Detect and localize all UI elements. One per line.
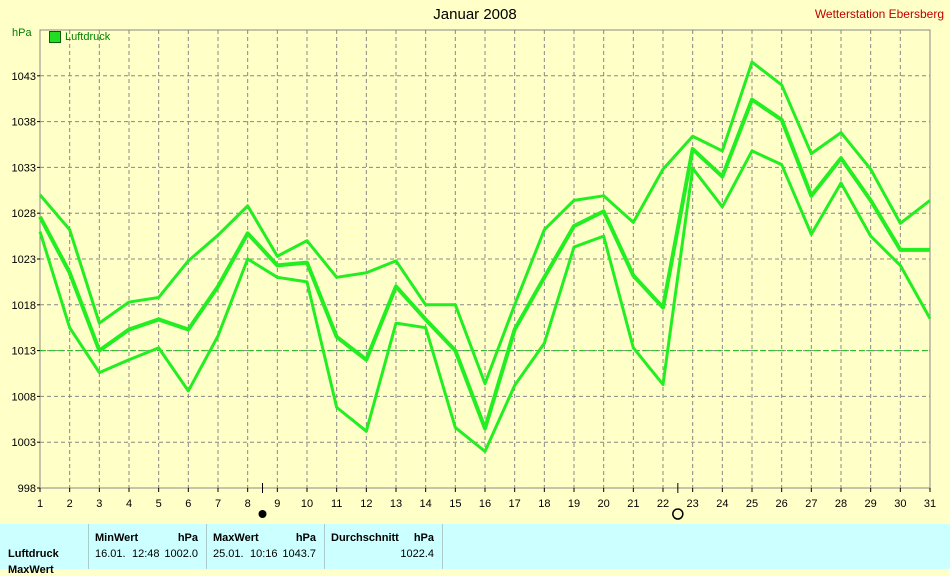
y-tick-label: 1038	[12, 117, 36, 129]
x-tick-label: 12	[360, 498, 372, 510]
x-tick-label: 9	[274, 498, 280, 510]
x-tick-label: 13	[390, 498, 402, 510]
y-tick-label: 1003	[12, 437, 36, 449]
x-tick-label: 5	[156, 498, 162, 510]
stats-col-name: Durchschnitt	[331, 532, 399, 544]
series-line-min	[38, 149, 932, 453]
station-name: Wetterstation Ebersberg	[814, 7, 944, 21]
y-tick-label: 1043	[12, 71, 36, 83]
pressure-chart: 998100310081013101810231028103310381043 …	[12, 29, 936, 520]
x-tick-label: 10	[301, 498, 313, 510]
series-line-mean	[38, 97, 930, 431]
series-lines	[38, 60, 932, 453]
x-tick-label: 14	[420, 498, 432, 510]
x-tick-label: 7	[215, 498, 221, 510]
x-tick-label: 11	[331, 498, 342, 510]
stats-date: 16.01.	[95, 548, 126, 560]
stats-col-unit: hPa	[413, 532, 434, 544]
x-tick-label: 30	[894, 498, 906, 510]
legend-swatch	[49, 31, 61, 43]
stats-col-unit: hPa	[295, 532, 316, 544]
stats-value: 1043.7	[282, 548, 316, 560]
x-tick-label: 4	[126, 498, 132, 510]
chart-title: Januar 2008	[433, 6, 517, 23]
stats-time: 10:16	[250, 548, 278, 560]
x-tick-label: 28	[835, 498, 847, 510]
x-tick-label: 22	[657, 498, 669, 510]
moon-markers	[258, 483, 684, 520]
stats-row-label: Luftdruck	[8, 548, 59, 560]
x-tick-label: 6	[185, 498, 191, 510]
x-tick-label: 1	[37, 498, 43, 510]
y-tick-label: 1033	[12, 162, 36, 174]
y-tick-label: 998	[18, 483, 36, 495]
stats-table: Luftdruck MaxWert MinWert hPa 16.01. 12:…	[0, 524, 950, 576]
x-tick-label: 16	[479, 498, 491, 510]
new-moon-icon	[672, 508, 684, 520]
x-tick-label: 24	[716, 498, 728, 510]
legend-label: Luftdruck	[65, 31, 111, 43]
stats-time: 12:48	[132, 548, 160, 560]
stats-row-label-2: MaxWert	[8, 564, 54, 576]
x-tick-label: 2	[67, 498, 73, 510]
x-tick-label: 15	[449, 498, 461, 510]
x-tick-label: 21	[627, 498, 639, 510]
y-tick-label: 1028	[12, 208, 36, 220]
x-tick-label: 20	[598, 498, 610, 510]
x-tick-label: 19	[568, 498, 580, 510]
stats-col-min: MinWert hPa 16.01. 12:48 1002.0	[88, 524, 206, 569]
stats-col-max: MaxWert hPa 25.01. 10:16 1043.7	[206, 524, 324, 569]
stats-value: 1022.4	[400, 548, 434, 560]
stats-date: 25.01.	[213, 548, 244, 560]
y-tick-labels: 998 1003 1008 1013 1018 1023 1028 1033 1038 1043	[12, 71, 40, 495]
stats-col-unit: hPa	[177, 532, 198, 544]
stats-col-name: MinWert	[95, 532, 139, 544]
unit-label: hPa	[12, 27, 32, 39]
x-tick-label: 31	[924, 498, 936, 510]
x-tick-label: 18	[538, 498, 550, 510]
full-moon-icon	[258, 510, 267, 518]
x-tick-labels: 1 2 3 4 5 6 7 8 9 10 11 12 13 14 15 16 17 18 19 20 21 22 23 24 2…	[37, 488, 936, 510]
grid-lines	[40, 30, 930, 488]
x-tick-label: 27	[805, 498, 817, 510]
x-tick-label: 26	[776, 498, 788, 510]
x-tick-label: 29	[865, 498, 877, 510]
y-tick-label: 1008	[12, 391, 36, 403]
legend: Luftdruck	[49, 31, 110, 43]
x-tick-label: 17	[509, 498, 521, 510]
x-tick-label: 8	[245, 498, 251, 510]
y-tick-label: 1023	[12, 254, 36, 266]
x-tick-label: 3	[96, 498, 102, 510]
y-tick-label: 1018	[12, 300, 36, 312]
stats-col-name: MaxWert	[213, 532, 259, 544]
series-line-max	[38, 60, 931, 386]
x-tick-label: 25	[746, 498, 758, 510]
x-tick-label: 23	[687, 498, 699, 510]
y-tick-label: 1013	[12, 346, 36, 358]
stats-col-avg: Durchschnitt hPa 1022.4	[324, 524, 443, 569]
stats-value: 1002.0	[164, 548, 198, 560]
